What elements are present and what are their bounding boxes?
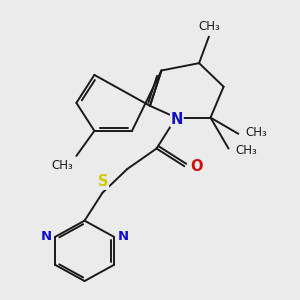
Text: CH₃: CH₃ bbox=[198, 20, 220, 33]
Text: N: N bbox=[41, 230, 52, 243]
Text: O: O bbox=[190, 159, 203, 174]
Text: N: N bbox=[171, 112, 183, 127]
Text: CH₃: CH₃ bbox=[51, 159, 73, 172]
Text: CH₃: CH₃ bbox=[245, 126, 267, 139]
Text: CH₃: CH₃ bbox=[236, 143, 257, 157]
Text: N: N bbox=[117, 230, 128, 243]
Text: S: S bbox=[98, 174, 109, 189]
